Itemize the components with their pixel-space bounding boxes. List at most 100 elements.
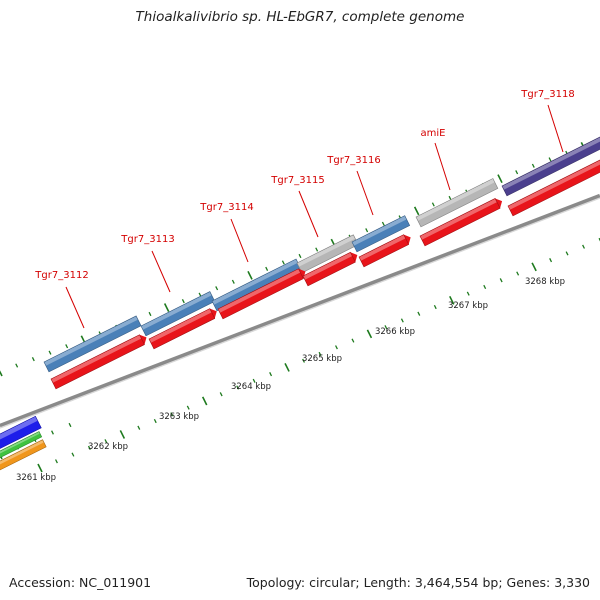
map-title: Thioalkalivibrio sp. HL-EbGR7, complete … bbox=[135, 9, 465, 25]
scale-label: 3268 kbp bbox=[525, 277, 565, 287]
accession-text: Accession: NC_011901 bbox=[9, 575, 152, 590]
scale-tick bbox=[334, 345, 338, 350]
scale-tick bbox=[384, 325, 388, 330]
scale-tick bbox=[37, 463, 43, 473]
gene-label[interactable]: Tgr7_3116 bbox=[326, 155, 380, 166]
scale-tick bbox=[104, 439, 108, 444]
gene-label[interactable]: Tgr7_3118 bbox=[520, 89, 574, 100]
scale-tick bbox=[51, 430, 54, 435]
gene-bar[interactable] bbox=[50, 334, 147, 390]
scale-tick bbox=[433, 304, 437, 310]
gene-callouts: Tgr7_3112Tgr7_3113Tgr7_3114Tgr7_3115Tgr7… bbox=[34, 89, 575, 329]
gene-bar[interactable] bbox=[217, 268, 306, 320]
scale-tick bbox=[65, 344, 69, 349]
scale-tick bbox=[565, 251, 569, 256]
backbone bbox=[0, 193, 600, 429]
scale-label: 3267 kbp bbox=[448, 301, 488, 311]
scale-labels: 3261 kbp 3262 kbp 3263 kbp 3264 kbp 3265 kbp… bbox=[16, 277, 565, 483]
gene-callout[interactable]: amiE bbox=[421, 128, 451, 191]
scale-tick bbox=[366, 329, 373, 339]
gene-bar[interactable] bbox=[358, 234, 411, 268]
scale-tick bbox=[181, 299, 185, 304]
scale-label: 3261 kbp bbox=[16, 473, 56, 483]
gene-bar[interactable] bbox=[501, 136, 600, 197]
scale-tick bbox=[54, 459, 58, 464]
gene-callout[interactable]: Tgr7_3113 bbox=[120, 234, 175, 293]
scale-tick bbox=[483, 284, 487, 290]
callout-line bbox=[151, 250, 171, 293]
gene-callout[interactable]: Tgr7_3116 bbox=[326, 155, 381, 216]
scale-tick bbox=[48, 350, 52, 355]
scale-tick bbox=[516, 271, 520, 276]
tick-row-lower bbox=[37, 237, 600, 473]
gene-bar[interactable] bbox=[351, 215, 411, 253]
gene-label[interactable]: amiE bbox=[421, 128, 446, 139]
gene-bar[interactable] bbox=[419, 198, 503, 247]
scale-tick bbox=[219, 392, 223, 397]
scale-tick bbox=[281, 260, 285, 265]
scale-tick bbox=[252, 378, 256, 383]
scale-tick bbox=[318, 351, 322, 357]
scale-tick bbox=[137, 425, 141, 430]
gene-label[interactable]: Tgr7_3112 bbox=[34, 270, 88, 281]
gene-bar[interactable] bbox=[302, 251, 358, 287]
callout-line bbox=[298, 190, 319, 238]
gene-bar[interactable] bbox=[0, 431, 43, 466]
gene-callout[interactable]: Tgr7_3114 bbox=[199, 202, 254, 263]
scale-tick bbox=[302, 358, 306, 363]
scale-tick bbox=[153, 418, 157, 424]
scale-label: 3264 kbp bbox=[231, 382, 271, 392]
gene-callout[interactable]: Tgr7_3112 bbox=[34, 270, 89, 329]
scale-tick bbox=[499, 278, 503, 283]
callout-line bbox=[434, 142, 451, 191]
scale-tick bbox=[365, 228, 369, 233]
scale-tick bbox=[231, 279, 235, 284]
scale-tick bbox=[548, 157, 552, 162]
scale-tick bbox=[598, 237, 600, 242]
scale-tick bbox=[163, 303, 170, 312]
scale-tick bbox=[119, 430, 126, 439]
scale-label: 3263 kbp bbox=[159, 412, 199, 422]
scale-tick bbox=[68, 422, 72, 428]
scale-tick bbox=[87, 445, 91, 450]
scale-tick bbox=[515, 170, 519, 175]
genome-summary-text: Topology: circular; Length: 3,464,554 bp… bbox=[246, 575, 590, 590]
scale-label: 3266 kbp bbox=[375, 327, 415, 337]
backbone-line bbox=[0, 193, 600, 429]
scale-tick bbox=[298, 253, 302, 259]
callout-line bbox=[230, 218, 249, 263]
scale-tick bbox=[497, 174, 503, 184]
gene-label[interactable]: Tgr7_3113 bbox=[120, 234, 174, 245]
scale-label: 3265 kbp bbox=[302, 354, 342, 364]
gene-label[interactable]: Tgr7_3115 bbox=[270, 175, 324, 186]
scale-tick bbox=[170, 412, 174, 417]
scale-tick bbox=[284, 363, 290, 372]
gene-tracks bbox=[0, 136, 600, 478]
gene-bar[interactable] bbox=[507, 157, 600, 217]
scale-tick bbox=[413, 206, 420, 216]
callout-line bbox=[356, 170, 374, 216]
scale-tick bbox=[466, 291, 470, 296]
scale-tick bbox=[247, 270, 253, 280]
scale-tick bbox=[582, 244, 586, 249]
scale-tick bbox=[400, 318, 404, 323]
gene-callout[interactable]: Tgr7_3118 bbox=[520, 89, 575, 153]
scale-tick bbox=[186, 405, 190, 410]
scale-tick bbox=[269, 372, 273, 377]
gene-label[interactable]: Tgr7_3114 bbox=[199, 202, 253, 213]
gene-bar[interactable] bbox=[0, 439, 47, 478]
scale-tick bbox=[201, 396, 208, 406]
scale-tick bbox=[198, 292, 202, 297]
gene-bar[interactable] bbox=[415, 178, 499, 228]
scale-tick bbox=[381, 221, 385, 226]
scale-tick bbox=[15, 363, 19, 368]
callout-line bbox=[65, 286, 85, 329]
scale-tick bbox=[265, 266, 269, 271]
gene-bar[interactable] bbox=[0, 415, 42, 455]
gene-bar[interactable] bbox=[148, 308, 217, 350]
scale-tick bbox=[448, 195, 452, 201]
gene-callout[interactable]: Tgr7_3115 bbox=[270, 175, 325, 238]
scale-tick bbox=[351, 338, 355, 343]
scale-tick bbox=[417, 311, 421, 316]
